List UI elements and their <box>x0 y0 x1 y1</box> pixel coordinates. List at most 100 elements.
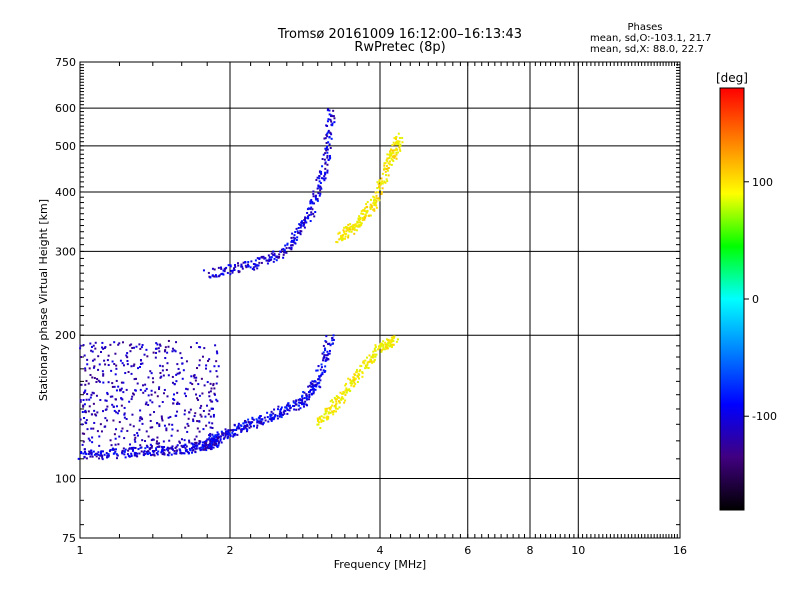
data-point <box>174 350 177 353</box>
data-point <box>324 177 327 180</box>
data-point <box>358 225 361 228</box>
data-point <box>252 266 255 269</box>
data-point <box>313 215 316 218</box>
data-point <box>187 424 190 427</box>
data-point <box>380 193 383 196</box>
data-point <box>186 422 189 425</box>
data-point <box>295 227 298 230</box>
data-point <box>324 407 327 410</box>
data-point <box>213 268 216 271</box>
y-tick-label: 750 <box>55 56 76 69</box>
data-point <box>167 339 170 342</box>
data-point <box>92 366 95 369</box>
data-point <box>171 428 174 431</box>
data-point <box>386 153 389 156</box>
data-point <box>357 224 360 227</box>
data-point <box>373 201 376 204</box>
data-point <box>91 436 94 439</box>
data-point <box>329 408 332 411</box>
data-point <box>85 422 88 425</box>
colorbar-tick-label: 0 <box>752 293 759 306</box>
data-point <box>245 427 248 430</box>
data-point <box>104 417 107 420</box>
data-point <box>214 439 217 442</box>
data-point <box>184 444 187 447</box>
data-point <box>209 382 212 385</box>
data-point <box>190 442 193 445</box>
data-point <box>234 429 237 432</box>
data-point <box>115 405 118 408</box>
data-point <box>323 347 326 350</box>
data-point <box>214 344 217 347</box>
data-point <box>121 449 124 452</box>
data-point <box>241 265 244 268</box>
data-point <box>87 382 90 385</box>
data-point <box>208 395 211 398</box>
data-point <box>134 440 137 443</box>
data-point <box>355 224 358 227</box>
data-point <box>345 382 348 385</box>
data-point <box>155 351 158 354</box>
data-point <box>210 443 213 446</box>
data-point <box>353 228 356 231</box>
data-point <box>331 339 334 342</box>
data-point <box>200 415 203 418</box>
data-point <box>237 264 240 267</box>
data-point <box>166 446 169 449</box>
data-point <box>84 369 87 372</box>
data-point <box>79 418 82 421</box>
data-point <box>362 360 365 363</box>
data-point <box>176 363 179 366</box>
data-point <box>156 442 159 445</box>
data-point <box>193 445 196 448</box>
data-point <box>316 176 319 179</box>
data-point <box>280 416 283 419</box>
data-point <box>111 395 114 398</box>
data-point <box>146 445 149 448</box>
data-point <box>355 229 358 232</box>
data-point <box>126 360 129 363</box>
data-point <box>320 373 323 376</box>
data-point <box>200 448 203 451</box>
data-point <box>195 376 198 379</box>
data-point <box>326 354 329 357</box>
data-point <box>211 267 214 270</box>
data-point <box>351 379 354 382</box>
data-point <box>325 335 328 338</box>
data-point <box>292 401 295 404</box>
data-point <box>245 266 248 269</box>
data-point <box>323 175 326 178</box>
data-point <box>163 449 166 452</box>
y-tick-label: 75 <box>62 532 76 545</box>
data-point <box>348 230 351 233</box>
data-point <box>370 206 373 209</box>
data-point <box>94 347 97 350</box>
data-point <box>209 432 212 435</box>
data-point <box>222 432 225 435</box>
data-point <box>315 385 318 388</box>
data-point <box>357 225 360 228</box>
data-point <box>361 212 364 215</box>
data-point <box>152 381 155 384</box>
data-point <box>95 394 98 397</box>
data-point <box>232 267 235 270</box>
data-point <box>329 131 332 134</box>
data-point <box>139 363 142 366</box>
data-point <box>221 433 224 436</box>
data-point <box>332 334 335 337</box>
data-point <box>121 451 124 454</box>
data-point <box>83 354 86 357</box>
data-point <box>345 391 348 394</box>
data-point <box>308 395 311 398</box>
data-point <box>208 445 211 448</box>
data-point <box>285 251 288 254</box>
data-point <box>244 425 247 428</box>
data-point <box>216 431 219 434</box>
data-point <box>211 443 214 446</box>
data-point <box>181 362 184 365</box>
data-point <box>107 364 110 367</box>
data-point <box>369 358 372 361</box>
data-point <box>139 409 142 412</box>
data-point <box>130 365 133 368</box>
data-point <box>383 180 386 183</box>
